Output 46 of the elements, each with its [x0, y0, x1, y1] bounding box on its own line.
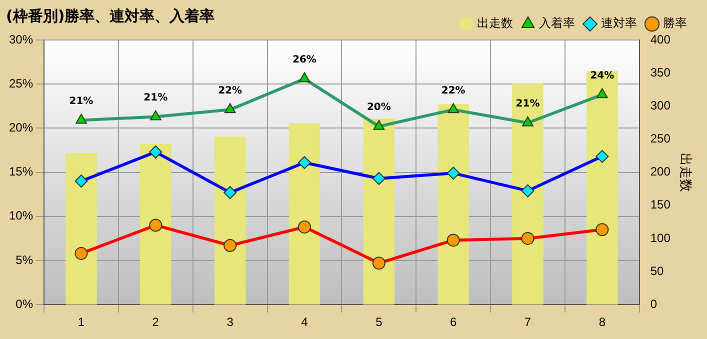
x-tick-label: 7 — [524, 315, 532, 330]
bar — [288, 123, 320, 305]
y2-axis-title: 出走数 — [678, 152, 694, 192]
y2-tick-label: 200 — [650, 164, 671, 179]
x-tick-label: 1 — [78, 315, 85, 330]
data-label: 21% — [144, 92, 168, 104]
chart-title: (枠番別)勝率、連対率、入着率 — [6, 6, 215, 25]
x-tick-label: 3 — [226, 315, 234, 330]
x-tick-label: 6 — [450, 315, 457, 330]
y2-tick-label: 50 — [650, 264, 664, 278]
y2-tick-label: 150 — [650, 198, 671, 212]
legend-label: 入着率 — [539, 16, 575, 30]
legend-label: 連対率 — [601, 16, 637, 30]
x-tick-label: 5 — [376, 315, 383, 330]
bar — [66, 153, 97, 305]
x-tick-label: 2 — [152, 315, 160, 330]
data-label: 21% — [516, 98, 540, 110]
data-label: 22% — [441, 85, 466, 96]
y-tick-label: 30% — [8, 32, 34, 46]
y-tick-label: 5% — [16, 252, 34, 267]
y2-tick-label: 350 — [650, 65, 671, 80]
y2-tick-label: 100 — [650, 230, 671, 245]
y2-tick-label: 400 — [650, 32, 671, 46]
x-tick-label: 4 — [301, 315, 308, 330]
bar — [214, 136, 246, 305]
bar — [512, 83, 544, 305]
data-label: 24% — [590, 70, 614, 82]
data-label: 20% — [366, 102, 391, 114]
y-tick-label: 0% — [16, 296, 34, 311]
y-tick-label: 10% — [8, 208, 34, 223]
y-tick-label: 15% — [8, 164, 34, 179]
data-label: 21% — [69, 96, 94, 107]
bar — [140, 144, 172, 305]
y-tick-label: 25% — [8, 76, 34, 90]
x-tick-label: 8 — [598, 315, 606, 330]
legend-label: 出走数 — [477, 16, 513, 30]
bar — [438, 104, 469, 305]
y2-tick-label: 0 — [650, 296, 658, 311]
y2-tick-label: 250 — [650, 132, 671, 146]
data-label: 26% — [292, 54, 316, 66]
data-label: 22% — [218, 85, 242, 96]
y2-tick-label: 300 — [650, 98, 671, 112]
bar — [363, 118, 395, 305]
legend-label: 勝率 — [663, 16, 687, 30]
bar — [586, 71, 618, 305]
y-tick-label: 20% — [8, 120, 34, 135]
